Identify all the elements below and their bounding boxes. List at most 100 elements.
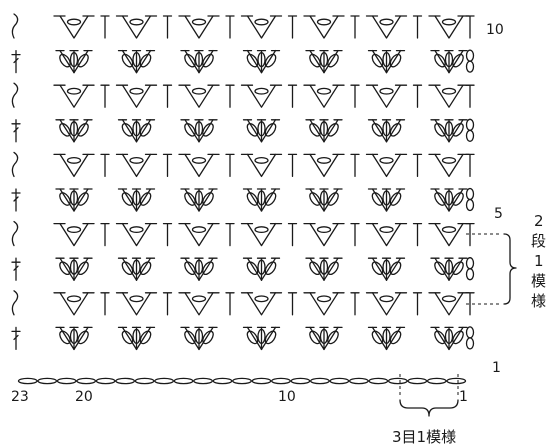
- dc-loop: [139, 122, 152, 137]
- chain-oval: [191, 295, 207, 303]
- sc-stitch: [225, 84, 235, 108]
- row-label-5: 5: [494, 206, 503, 222]
- sc-stitch: [350, 15, 360, 39]
- dc-loop: [59, 261, 71, 276]
- sc-stitch: [350, 153, 360, 178]
- chain-oval: [191, 156, 207, 164]
- dc-loop: [194, 328, 204, 345]
- dc-loop: [309, 261, 321, 276]
- v-stitch: [309, 15, 339, 39]
- dc-loop: [184, 330, 196, 345]
- dc-loop: [319, 190, 329, 206]
- v-stitch: [121, 222, 152, 247]
- chain-oval: [441, 18, 457, 26]
- chain-oval: [316, 18, 332, 26]
- dc-loop: [121, 122, 134, 137]
- sc-stitch: [100, 292, 110, 316]
- dc-loop: [389, 192, 402, 206]
- sc-stitch: [100, 153, 110, 178]
- chain-stitch: [232, 377, 252, 385]
- chain-oval: [254, 156, 269, 164]
- dc-loop: [264, 122, 277, 137]
- dc-loop: [434, 53, 446, 68]
- dc-loop: [202, 122, 214, 137]
- dc-loop: [69, 259, 79, 275]
- sc-stitch: [162, 15, 173, 39]
- dc-loop: [77, 192, 89, 206]
- dc-loop: [382, 51, 391, 68]
- sc-stitch: [287, 84, 298, 108]
- turning-chain-left: [11, 151, 19, 178]
- dc-loop: [139, 53, 152, 68]
- v-stitch: [309, 153, 339, 178]
- dc-loop: [452, 192, 464, 206]
- chain-oval: [66, 156, 82, 164]
- chain-oval: [66, 295, 82, 303]
- chain-oval: [379, 226, 394, 234]
- dc-loop: [184, 122, 196, 137]
- chain-oval: [316, 156, 332, 164]
- chain-stitch: [407, 377, 428, 385]
- dc-loop: [327, 53, 339, 68]
- repeat-vertical-char-4: 模: [531, 272, 546, 290]
- sc-turning-mark: [11, 119, 21, 143]
- v-stitch: [59, 84, 89, 108]
- chain-stitch: [37, 377, 58, 385]
- dc-loop: [264, 330, 277, 345]
- v-stitch: [59, 15, 89, 39]
- dc-loop: [309, 192, 321, 206]
- dc-loop: [452, 330, 464, 345]
- dc-loop: [59, 122, 71, 137]
- sc-stitch: [162, 292, 173, 316]
- chain-oval: [316, 87, 332, 95]
- v-stitch: [121, 292, 152, 316]
- sc-stitch: [350, 222, 360, 247]
- dc-loop: [59, 330, 71, 345]
- sc-stitch: [100, 15, 110, 39]
- turning-chain-left: [11, 220, 19, 247]
- chain-stitch: [212, 377, 233, 385]
- v-stitch: [59, 153, 89, 178]
- repeat-vertical-char-1: 2: [534, 212, 544, 230]
- edge-post: [465, 222, 475, 247]
- chain-stitch: [271, 377, 291, 385]
- chain-oval: [379, 18, 394, 26]
- dc-loop: [77, 53, 89, 68]
- sc-stitch: [100, 84, 110, 108]
- row-label-10: 10: [486, 22, 504, 38]
- dc-loop: [389, 122, 402, 137]
- chain-stitch: [348, 377, 369, 385]
- dc-loop: [434, 122, 446, 137]
- dc-loop: [389, 330, 402, 345]
- chain-oval: [254, 295, 269, 303]
- chain-oval: [441, 87, 457, 95]
- chain-stitch: [310, 377, 330, 385]
- dc-loop: [444, 121, 454, 137]
- chain-stitch: [251, 377, 272, 385]
- chain-oval: [129, 156, 144, 164]
- dc-loop: [257, 259, 266, 275]
- v-stitch: [434, 292, 464, 316]
- turning-chain: [465, 198, 475, 212]
- sc-stitch: [412, 222, 423, 247]
- dc-loop: [444, 51, 454, 68]
- sc-turning-mark: [11, 188, 21, 212]
- v-stitch: [371, 222, 402, 247]
- dc-loop: [309, 330, 321, 345]
- chain-oval: [379, 156, 394, 164]
- dc-loop: [202, 261, 214, 276]
- dc-loop: [77, 122, 89, 137]
- foundation-chain: [17, 377, 467, 385]
- turning-chain: [465, 326, 475, 339]
- v-stitch: [184, 15, 214, 39]
- v-stitch: [246, 84, 277, 108]
- sc-stitch: [412, 153, 423, 178]
- dc-loop: [327, 192, 339, 206]
- v-stitch: [434, 15, 464, 39]
- dc-loop: [257, 51, 266, 68]
- stitch-row: [11, 220, 475, 247]
- repeat-vertical-char-3: 1: [534, 252, 544, 270]
- chain-oval: [66, 87, 82, 95]
- chain-oval: [379, 295, 394, 303]
- chain-oval: [191, 87, 207, 95]
